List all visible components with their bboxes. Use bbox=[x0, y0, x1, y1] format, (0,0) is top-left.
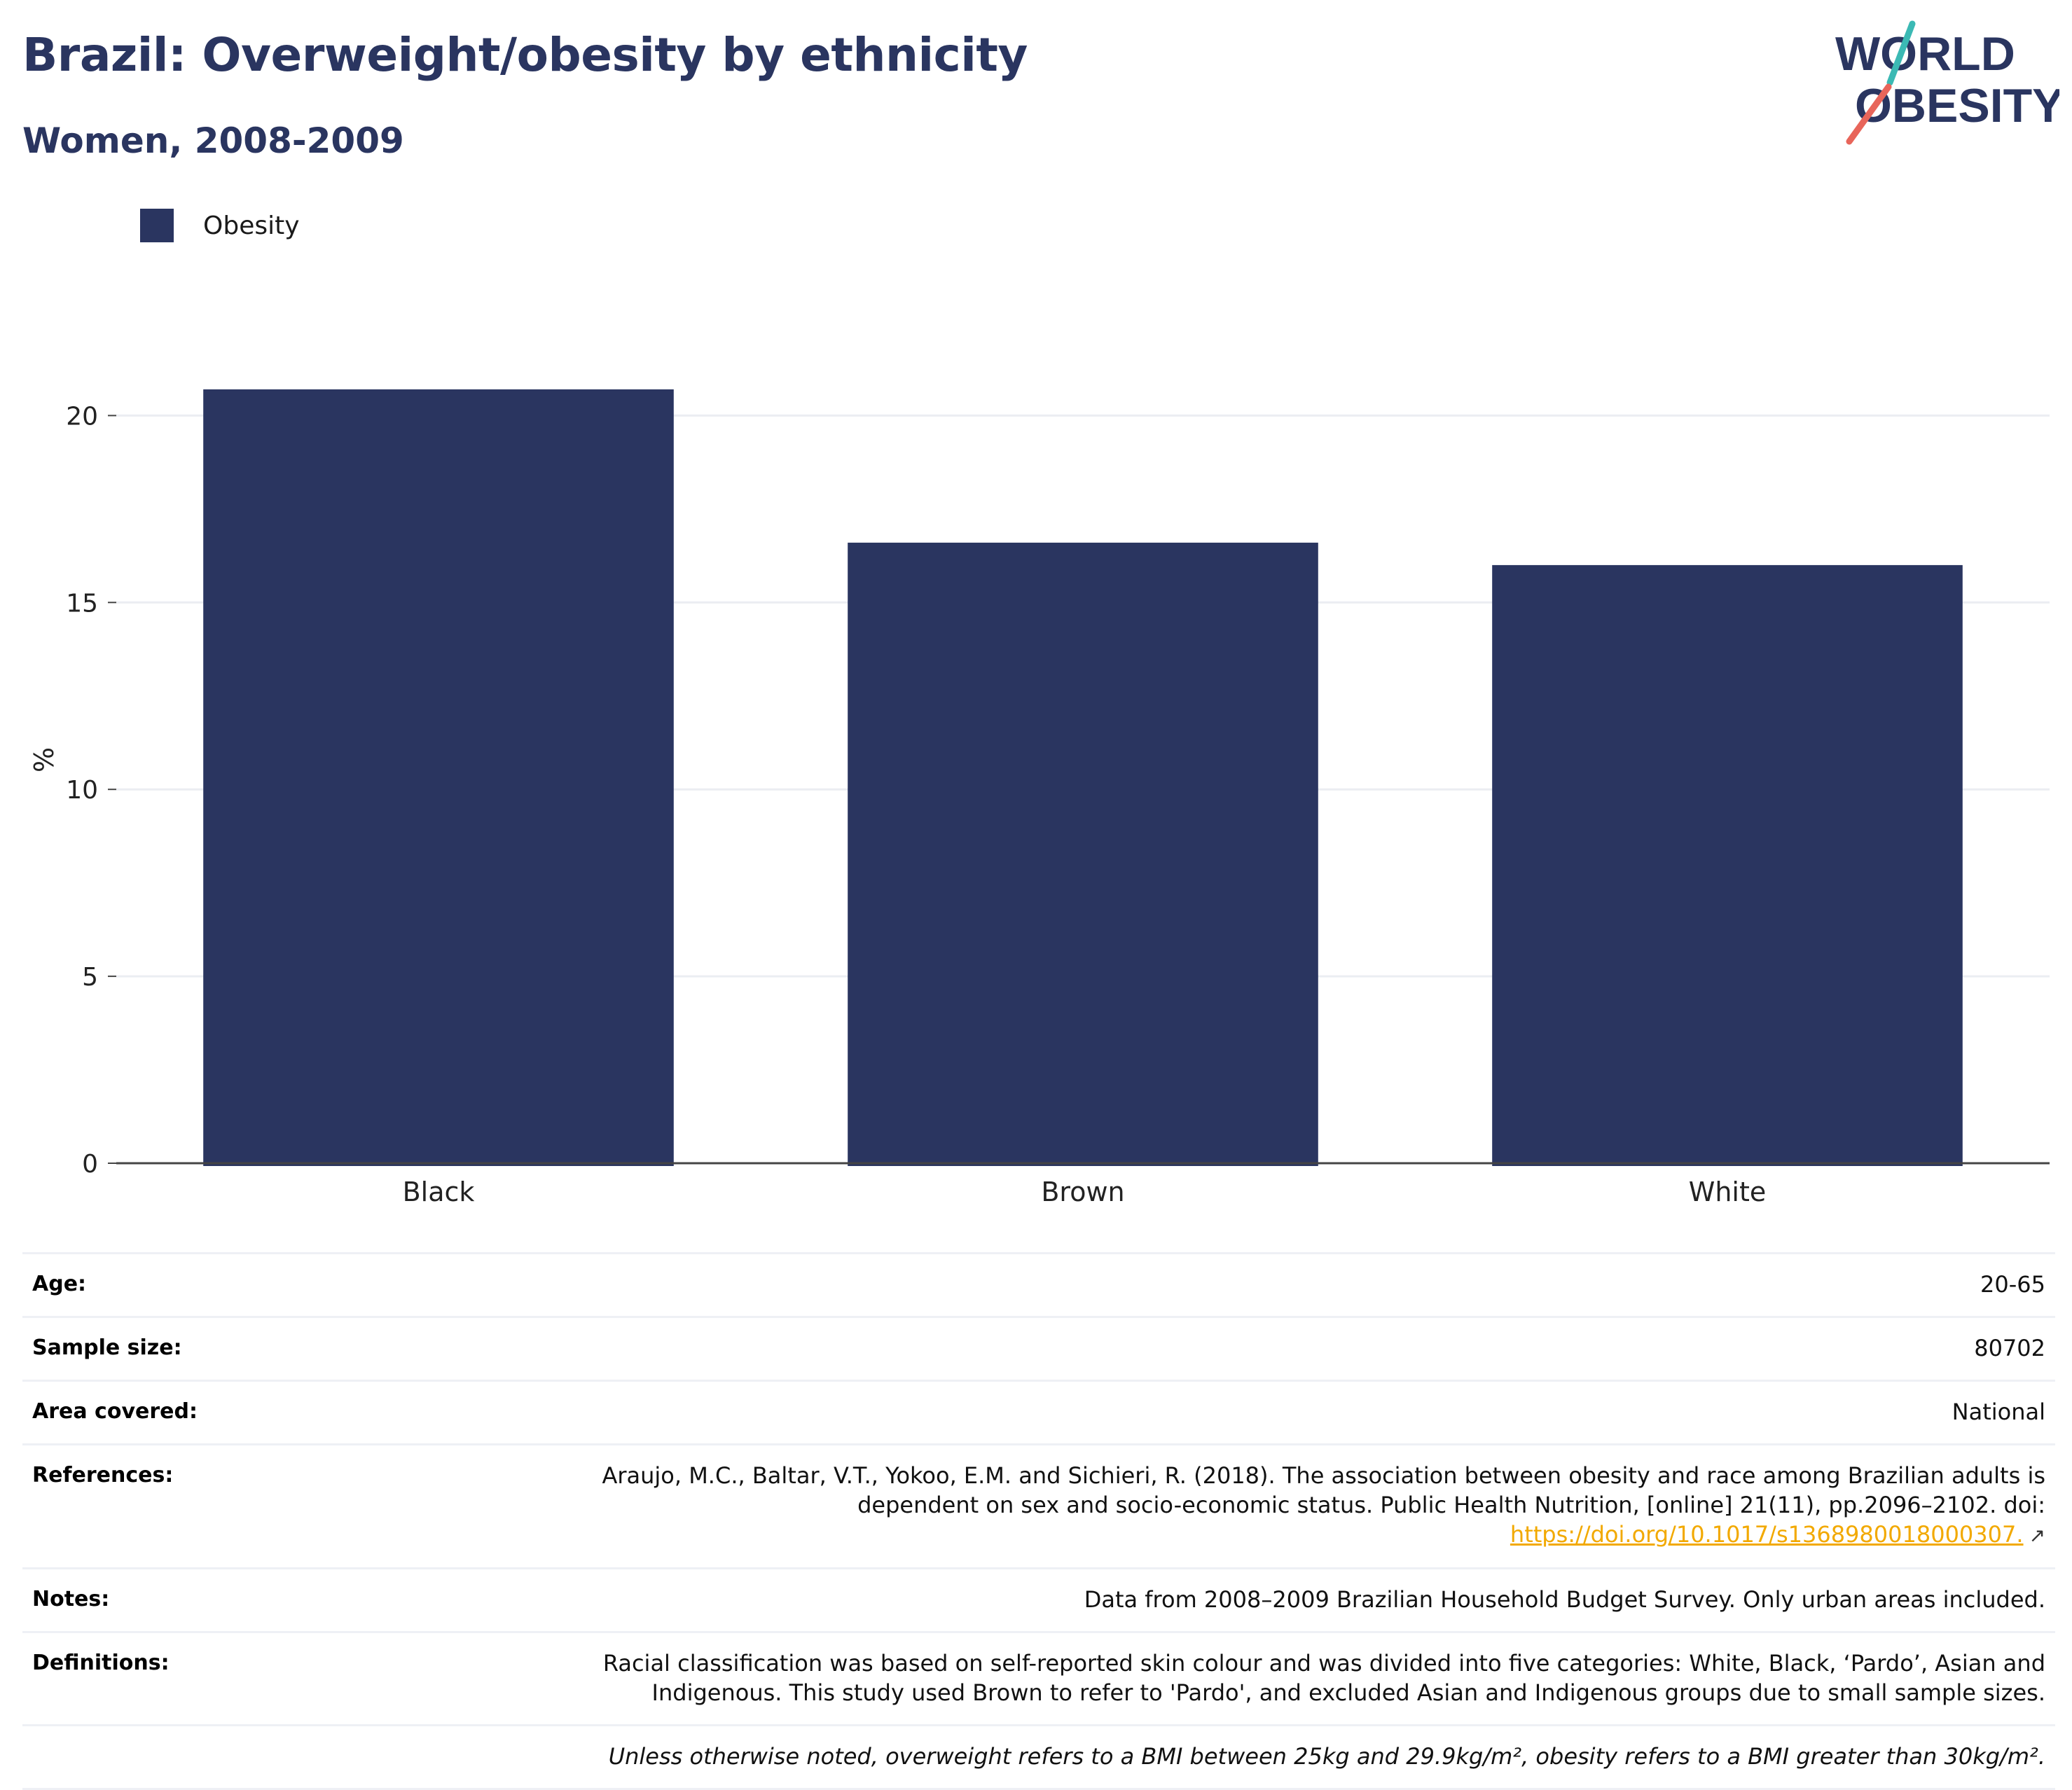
logo-slash-coral bbox=[1846, 83, 1892, 145]
references-value: Araujo, M.C., Baltar, V.T., Yokoo, E.M. … bbox=[462, 1443, 2055, 1569]
world-obesity-logo[interactable]: WORLD OBESITY bbox=[1835, 20, 2059, 146]
references-line-1: Araujo, M.C., Baltar, V.T., Yokoo, E.M. … bbox=[602, 1462, 2045, 1489]
age-label: Age: bbox=[22, 1252, 462, 1317]
sample-size-label: Sample size: bbox=[22, 1316, 462, 1381]
age-value: 20-65 bbox=[462, 1252, 2055, 1317]
sample-size-value: 80702 bbox=[462, 1316, 2055, 1381]
notes-value: Data from 2008–2009 Brazilian Household … bbox=[462, 1567, 2055, 1632]
definitions-value: Racial classification was based on self-… bbox=[462, 1631, 2055, 1726]
y-tick-label-10: 10 bbox=[66, 776, 98, 805]
bar-black bbox=[203, 389, 674, 1166]
chart-subtitle: Women, 2008-2009 bbox=[22, 120, 404, 161]
external-link-icon[interactable]: ↗ bbox=[2029, 1524, 2045, 1547]
info-row-footnote: Unless otherwise noted, overweight refer… bbox=[22, 1724, 2055, 1790]
info-row-references: References: Araujo, M.C., Baltar, V.T., … bbox=[22, 1443, 2055, 1569]
x-tick-label-black: Black bbox=[403, 1177, 475, 1207]
chart-legend[interactable]: Obesity bbox=[140, 209, 300, 242]
legend-swatch-obesity bbox=[140, 209, 174, 242]
logo-slash-teal bbox=[1886, 20, 1916, 86]
y-tick-label-15: 15 bbox=[66, 589, 98, 618]
bmi-footnote: Unless otherwise noted, overweight refer… bbox=[462, 1724, 2055, 1790]
y-tick-label-0: 0 bbox=[82, 1150, 98, 1179]
info-row-definitions: Definitions: Racial classification was b… bbox=[22, 1631, 2055, 1726]
reference-doi-link[interactable]: https://doi.org/10.1017/s136898001800030… bbox=[1510, 1521, 2024, 1548]
legend-label-obesity: Obesity bbox=[203, 211, 300, 240]
chart-title: Brazil: Overweight/obesity by ethnicity bbox=[22, 28, 1028, 82]
bar-white bbox=[1492, 564, 1963, 1166]
definitions-label: Definitions: bbox=[22, 1631, 462, 1726]
y-tick-label-20: 20 bbox=[66, 402, 98, 431]
bar-brown bbox=[848, 542, 1318, 1166]
y-tick-label-5: 5 bbox=[82, 963, 98, 992]
area-label: Area covered: bbox=[22, 1380, 462, 1445]
definitions-line-2: Indigenous. This study used Brown to ref… bbox=[651, 1679, 2045, 1706]
logo-word-world: WORLD bbox=[1835, 27, 2015, 81]
info-table: Age: 20-65 Sample size: 80702 Area cover… bbox=[22, 1252, 2055, 1790]
notes-label: Notes: bbox=[22, 1567, 462, 1632]
references-label: References: bbox=[22, 1443, 462, 1569]
info-row-age: Age: 20-65 bbox=[22, 1252, 2055, 1317]
bar-chart: 0 5 10 15 20% Black Brown White bbox=[29, 389, 2050, 1207]
references-line-2: dependent on sex and socio-economic stat… bbox=[857, 1492, 2045, 1518]
footnote-spacer bbox=[22, 1724, 462, 1790]
area-value: National bbox=[462, 1380, 2055, 1445]
x-tick-label-brown: Brown bbox=[1041, 1177, 1124, 1207]
y-axis-label: % bbox=[29, 747, 60, 772]
info-row-notes: Notes: Data from 2008–2009 Brazilian Hou… bbox=[22, 1567, 2055, 1632]
info-row-area: Area covered: National bbox=[22, 1380, 2055, 1445]
info-row-sample-size: Sample size: 80702 bbox=[22, 1316, 2055, 1381]
definitions-line-1: Racial classification was based on self-… bbox=[602, 1650, 2045, 1677]
x-tick-label-white: White bbox=[1689, 1177, 1767, 1207]
